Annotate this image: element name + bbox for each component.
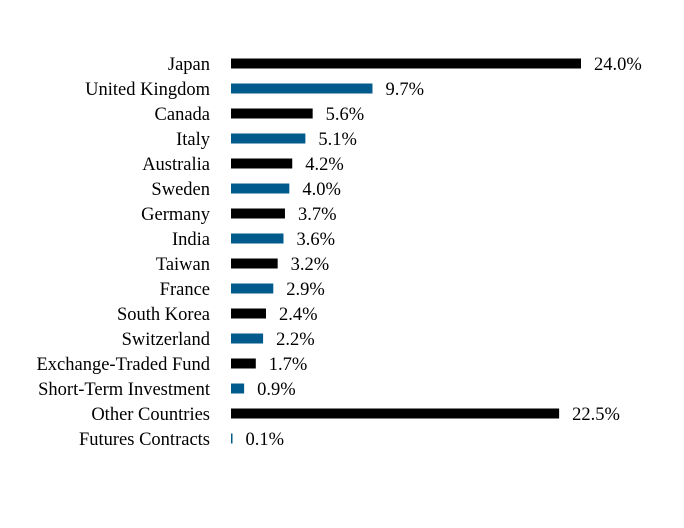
- category-label: Japan: [168, 55, 210, 75]
- bars-group: [231, 58, 581, 444]
- value-label: 0.1%: [246, 430, 285, 450]
- category-label: Italy: [176, 130, 211, 150]
- bar-italy: [231, 133, 306, 144]
- category-label: Australia: [142, 155, 210, 175]
- category-label: Switzerland: [122, 330, 211, 350]
- category-label: Sweden: [151, 180, 210, 200]
- category-label: Futures Contracts: [79, 430, 210, 450]
- bar-germany: [231, 208, 285, 219]
- value-labels-group: 24.0% 9.7% 5.6% 5.1% 4.2% 4.0% 3.7% 3.6% 3.2% 2.9…: [246, 55, 642, 450]
- bar-india: [231, 233, 284, 244]
- value-label: 3.6%: [297, 230, 336, 250]
- value-label: 9.7%: [385, 80, 424, 100]
- bar-united-kingdom: [231, 83, 373, 94]
- value-label: 2.2%: [276, 330, 315, 350]
- category-label: Exchange-Traded Fund: [37, 355, 211, 375]
- value-label: 4.2%: [305, 155, 344, 175]
- category-label: South Korea: [117, 305, 210, 325]
- value-label: 1.7%: [269, 355, 308, 375]
- value-label: 2.9%: [286, 280, 325, 300]
- bar-south-korea: [231, 308, 266, 319]
- value-label: 3.2%: [291, 255, 330, 275]
- bar-other-countries: [231, 408, 560, 419]
- bar-canada: [231, 108, 313, 119]
- value-label: 3.7%: [298, 205, 337, 225]
- value-label: 4.0%: [302, 180, 341, 200]
- category-label: Canada: [155, 105, 210, 125]
- value-label: 24.0%: [594, 55, 642, 75]
- value-label: 2.4%: [279, 305, 318, 325]
- bar-japan: [231, 58, 581, 69]
- category-label: United Kingdom: [85, 80, 210, 100]
- category-label: Short-Term Investment: [38, 380, 211, 400]
- bar-australia: [231, 158, 293, 169]
- category-label: Other Countries: [91, 405, 210, 425]
- value-label: 22.5%: [572, 405, 620, 425]
- category-labels-group: Japan United Kingdom Canada Italy Australia S…: [37, 55, 211, 450]
- bar-sweden: [231, 183, 290, 194]
- value-label: 5.6%: [326, 105, 365, 125]
- value-label: 0.9%: [257, 380, 296, 400]
- bar-futures-contracts: [231, 433, 233, 444]
- category-label: Germany: [141, 205, 211, 225]
- bar-exchange-traded-fund: [231, 358, 256, 369]
- bar-taiwan: [231, 258, 278, 269]
- category-label: France: [160, 280, 210, 300]
- value-label: 5.1%: [318, 130, 357, 150]
- bar-france: [231, 283, 274, 294]
- bar-switzerland: [231, 333, 264, 344]
- category-label: India: [172, 230, 210, 250]
- bar-short-term-investment: [231, 383, 245, 394]
- category-label: Taiwan: [156, 255, 210, 275]
